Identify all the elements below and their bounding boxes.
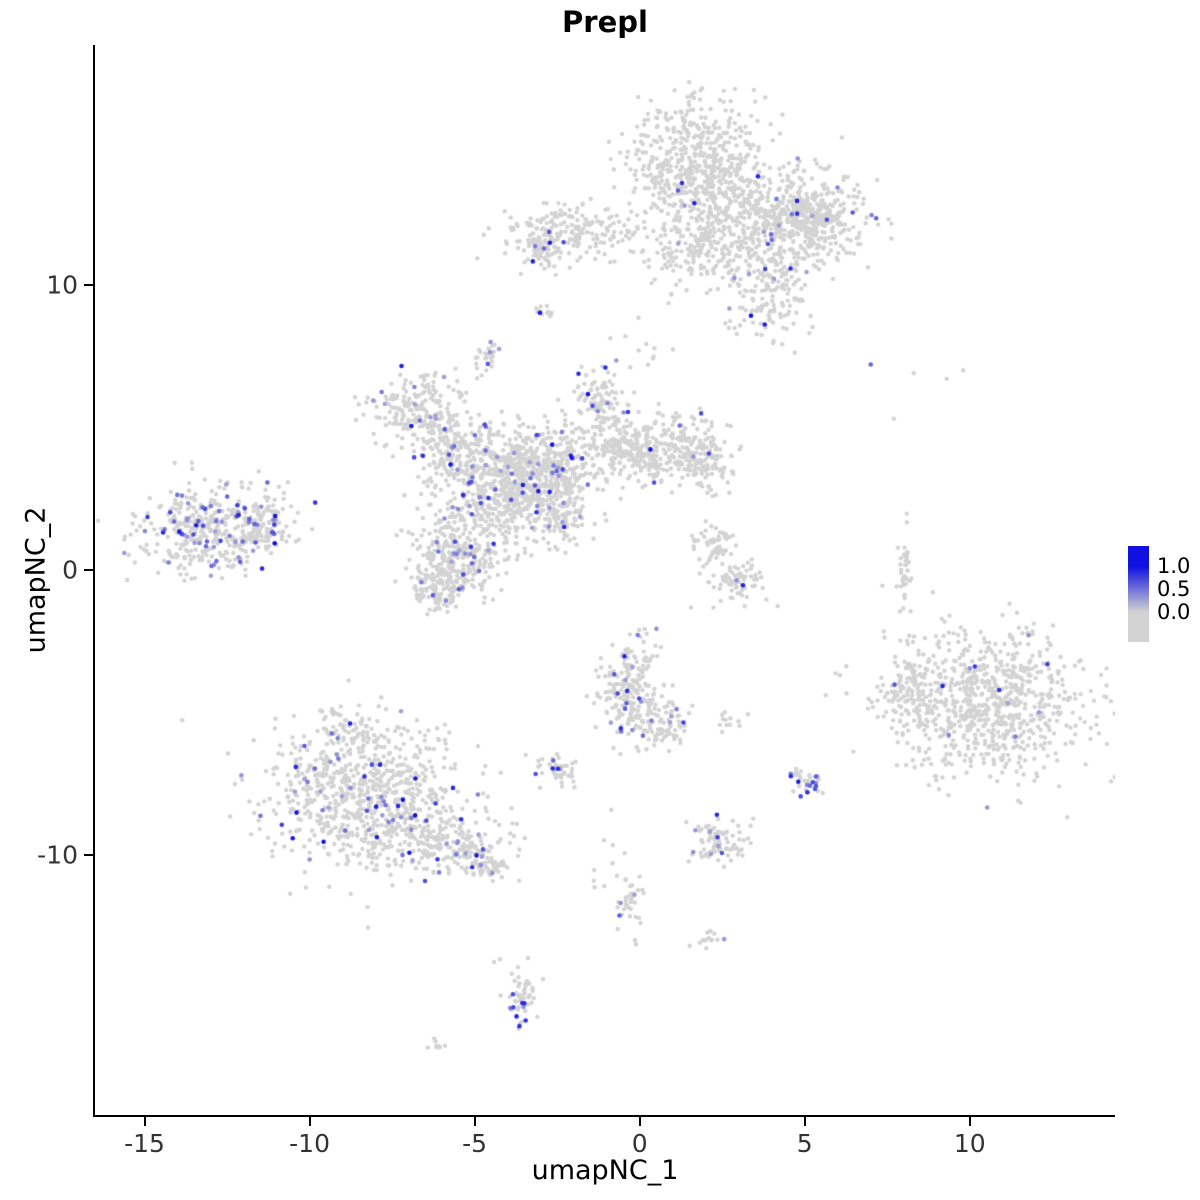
plot-area [93, 45, 1115, 1117]
y-tick-label: 10 [46, 270, 78, 300]
scatter-canvas [95, 45, 1115, 1115]
x-axis-label: umapNC_1 [531, 1155, 679, 1186]
x-tick-label: -10 [289, 1129, 330, 1158]
y-tick-mark [84, 283, 93, 286]
legend-label: 0.5 [1157, 577, 1191, 602]
legend-label: 0.0 [1157, 600, 1191, 625]
x-tick-label: 10 [953, 1129, 986, 1158]
x-tick-mark [473, 1117, 476, 1126]
y-tick-label: 0 [62, 555, 78, 585]
y-tick-label: -10 [37, 840, 78, 870]
legend-label: 1.0 [1157, 554, 1191, 579]
x-tick-mark [968, 1117, 971, 1126]
x-tick-mark [638, 1117, 641, 1126]
x-tick-mark [803, 1117, 806, 1126]
y-tick-mark [84, 854, 93, 857]
y-axis-label: umapNC_2 [20, 506, 52, 654]
x-tick-mark [308, 1117, 311, 1126]
x-tick-label: -5 [462, 1129, 488, 1158]
x-tick-label: 0 [631, 1129, 648, 1158]
x-tick-mark [143, 1117, 146, 1126]
x-tick-label: -15 [124, 1129, 165, 1158]
x-tick-label: 5 [796, 1129, 813, 1158]
color-legend: 1.0 0.5 0.0 [1128, 546, 1200, 646]
plot-title: Prepl [562, 5, 648, 39]
y-tick-mark [84, 569, 93, 571]
legend-gradient-bar [1128, 546, 1149, 642]
